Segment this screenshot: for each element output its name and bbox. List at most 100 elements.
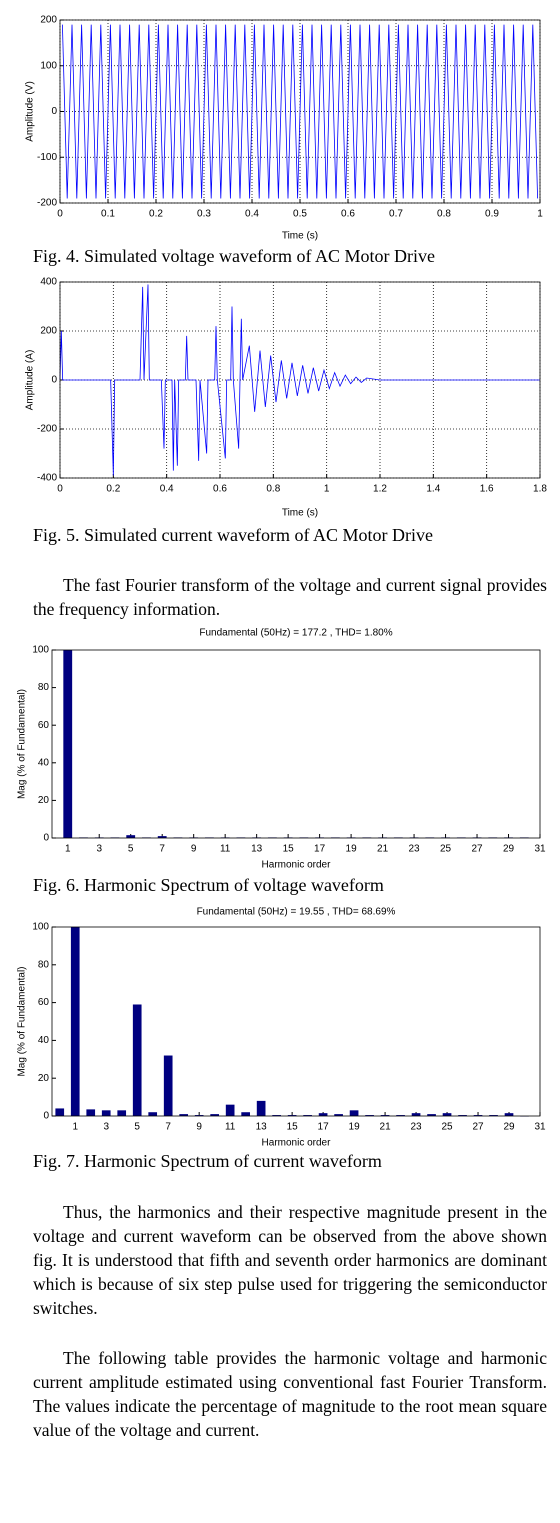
bar xyxy=(334,1114,343,1116)
y-tick-label: 0 xyxy=(51,106,57,117)
bar xyxy=(256,1100,266,1116)
x-tick-label: 1.8 xyxy=(533,484,547,495)
x-tick-label: 13 xyxy=(256,1122,268,1133)
x-tick-label: 0.8 xyxy=(437,209,451,220)
y-tick-label: -200 xyxy=(37,424,57,435)
x-tick-label: 7 xyxy=(165,1122,171,1133)
x-tick-label: 1.2 xyxy=(373,484,387,495)
bar xyxy=(163,1055,173,1116)
x-tick-label: 5 xyxy=(134,1122,140,1133)
y-tick-label: 80 xyxy=(38,682,50,693)
x-tick-label: 31 xyxy=(534,1122,546,1133)
bar xyxy=(117,1110,127,1116)
bar xyxy=(70,927,80,1116)
x-tick-label: 3 xyxy=(103,1122,109,1133)
y-axis-label: Mag (% of Fundamental) xyxy=(17,966,28,1076)
x-tick-label: 21 xyxy=(380,1122,392,1133)
y-axis-label: Amplitude (A) xyxy=(25,350,36,411)
y-tick-label: -200 xyxy=(37,198,57,209)
x-tick-label: 13 xyxy=(251,844,263,855)
figure-caption: Fig. 6. Harmonic Spectrum of voltage wav… xyxy=(33,875,384,895)
x-tick-label: 19 xyxy=(346,844,358,855)
bar xyxy=(473,1115,483,1116)
bar xyxy=(411,1113,421,1116)
chart-title: Fundamental (50Hz) = 177.2 , THD= 1.80% xyxy=(199,628,392,639)
x-tick-label: 1 xyxy=(72,1122,78,1133)
bar xyxy=(380,1115,390,1116)
x-tick-label: 15 xyxy=(287,1122,299,1133)
bar xyxy=(349,1110,359,1116)
figure-caption: Fig. 7. Harmonic Spectrum of current wav… xyxy=(33,1151,382,1171)
x-tick-label: 1.4 xyxy=(426,484,440,495)
bar xyxy=(442,1113,452,1116)
x-tick-label: 31 xyxy=(534,844,546,855)
plot-frame xyxy=(51,926,541,1117)
x-tick-label: 27 xyxy=(472,1122,484,1133)
y-tick-label: 60 xyxy=(38,720,50,731)
bar xyxy=(148,1112,158,1116)
x-tick-label: 0.8 xyxy=(266,484,280,495)
x-tick-label: 19 xyxy=(349,1122,361,1133)
bar xyxy=(272,1115,281,1116)
x-tick-label: 0 xyxy=(57,484,63,495)
bar xyxy=(241,1112,250,1116)
x-tick-label: 0.6 xyxy=(341,209,355,220)
x-tick-label: 0.1 xyxy=(101,209,115,220)
x-tick-label: 21 xyxy=(377,844,389,855)
x-tick-label: 5 xyxy=(128,844,134,855)
bar xyxy=(126,835,136,838)
x-tick-label: 3 xyxy=(96,844,102,855)
paragraph: The fast Fourier transform of the voltag… xyxy=(33,575,547,619)
x-tick-label: 1 xyxy=(537,209,543,220)
x-tick-label: 0.2 xyxy=(106,484,120,495)
x-tick-label: 0.4 xyxy=(245,209,259,220)
bar xyxy=(489,1115,498,1116)
plot-frame xyxy=(51,649,541,839)
y-tick-label: 0 xyxy=(51,375,57,386)
x-tick-label: 11 xyxy=(220,844,231,855)
y-tick-label: 400 xyxy=(40,277,57,288)
y-tick-label: 100 xyxy=(32,645,49,656)
bar xyxy=(318,1113,328,1116)
y-tick-label: -400 xyxy=(37,473,57,484)
x-tick-label: 17 xyxy=(318,1122,330,1133)
y-tick-label: 0 xyxy=(43,1111,49,1122)
y-axis-label: Mag (% of Fundamental) xyxy=(17,689,28,799)
bar xyxy=(194,1115,204,1116)
y-tick-label: 200 xyxy=(40,15,57,26)
x-tick-label: 0.7 xyxy=(389,209,403,220)
y-tick-label: 20 xyxy=(38,1073,50,1084)
bar xyxy=(157,836,167,838)
x-tick-label: 0 xyxy=(57,209,63,220)
y-tick-label: 80 xyxy=(38,959,50,970)
x-tick-label: 29 xyxy=(503,1122,515,1133)
x-tick-label: 1.6 xyxy=(480,484,494,495)
y-tick-label: 60 xyxy=(38,997,50,1008)
x-tick-label: 23 xyxy=(409,844,421,855)
bar xyxy=(86,1109,96,1116)
bar xyxy=(504,1113,514,1116)
waveform xyxy=(59,284,540,476)
plot-frame xyxy=(59,281,541,479)
bar xyxy=(458,1115,467,1116)
bar xyxy=(55,1108,65,1116)
bar xyxy=(427,1114,436,1116)
y-tick-label: 40 xyxy=(38,1035,50,1046)
y-tick-label: 100 xyxy=(32,922,49,933)
x-tick-label: 25 xyxy=(441,1122,453,1133)
x-axis-label: Time (s) xyxy=(282,508,318,519)
y-tick-label: 20 xyxy=(38,795,50,806)
y-tick-label: 0 xyxy=(43,833,49,844)
x-tick-label: 23 xyxy=(411,1122,423,1133)
bar xyxy=(132,1004,142,1116)
x-tick-label: 0.9 xyxy=(485,209,499,220)
x-axis-label: Harmonic order xyxy=(262,860,332,871)
x-axis-label: Harmonic order xyxy=(262,1138,332,1149)
figure-caption: Fig. 4. Simulated voltage waveform of AC… xyxy=(33,246,435,266)
bar xyxy=(101,1110,111,1116)
x-tick-label: 25 xyxy=(440,844,452,855)
x-tick-label: 0.2 xyxy=(149,209,163,220)
x-tick-label: 9 xyxy=(191,844,197,855)
figure-caption: Fig. 5. Simulated current waveform of AC… xyxy=(33,525,433,545)
